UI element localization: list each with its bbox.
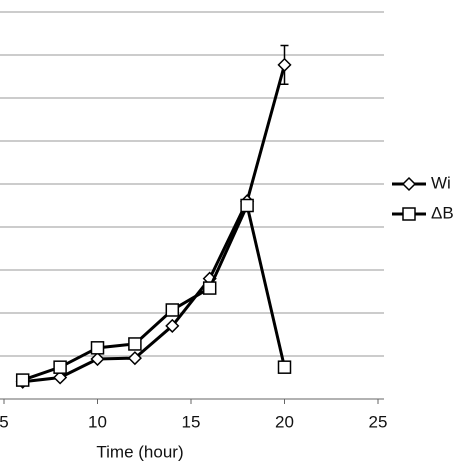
series-line	[22, 200, 286, 382]
x-tick-label: 20	[275, 412, 294, 431]
square-marker	[240, 198, 254, 213]
diamond-marker	[90, 351, 105, 367]
diamond-marker	[127, 351, 142, 366]
diamond-marker	[53, 370, 68, 385]
x-tick-label: 5	[0, 412, 9, 431]
square-marker	[202, 281, 217, 295]
x-axis-title: Time (hour)	[96, 442, 183, 461]
x-tick-label: 25	[369, 412, 388, 431]
legend-label: Wi	[431, 173, 451, 192]
legend-marker	[401, 176, 417, 192]
diamond-marker	[277, 57, 292, 72]
square-marker	[277, 360, 292, 374]
x-tick-label: 15	[182, 412, 201, 431]
square-marker	[165, 303, 180, 317]
diamond-marker	[165, 318, 180, 333]
square-marker	[53, 360, 67, 374]
square-marker	[90, 341, 105, 355]
square-marker	[128, 337, 142, 351]
square-marker	[15, 373, 30, 387]
x-tick-label: 10	[88, 412, 107, 431]
legend-marker	[402, 207, 416, 221]
series-line	[22, 64, 286, 384]
legend-label: ΔB	[431, 203, 454, 222]
